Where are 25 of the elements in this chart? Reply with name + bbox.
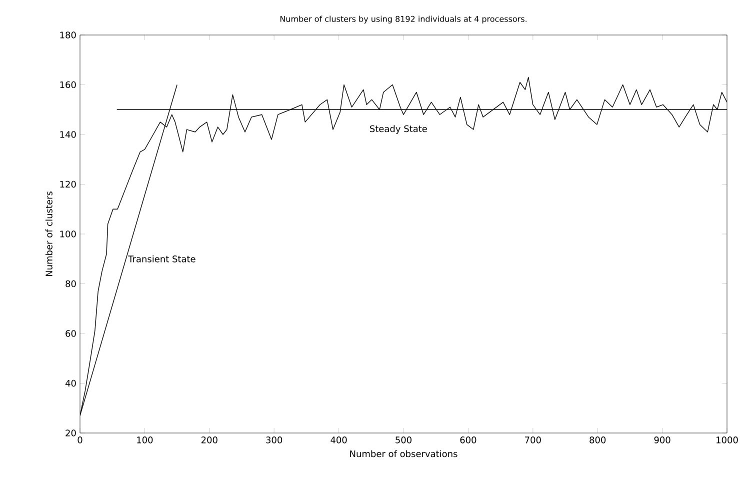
- x-tick-label: 400: [330, 436, 347, 444]
- y-tick-label: 140: [60, 131, 76, 138]
- y-tick-label: 60: [66, 330, 76, 337]
- x-tick-label: 200: [201, 436, 218, 444]
- annotation: Transient State: [128, 255, 196, 262]
- y-axis-title: Number of clusters: [45, 192, 52, 276]
- x-tick-label: 900: [654, 436, 670, 444]
- x-tick-label: 1000: [716, 436, 738, 444]
- x-axis-title: Number of observations: [350, 450, 458, 458]
- x-tick-label: 600: [460, 436, 476, 444]
- y-tick-label: 180: [60, 32, 76, 38]
- x-tick-label: 500: [396, 436, 412, 444]
- x-tick-label: 700: [525, 436, 541, 444]
- x-tick-label: 300: [266, 436, 282, 444]
- x-tick-label: 100: [137, 436, 153, 444]
- x-tick-label: 0: [78, 436, 82, 444]
- chart-title: Number of clusters by using 8192 individuals at 4 processors.: [280, 16, 526, 24]
- y-tick-label: 160: [60, 81, 76, 88]
- annotation: Steady State: [370, 125, 427, 134]
- y-tick-label: 100: [60, 230, 76, 238]
- y-tick-label: 80: [66, 280, 76, 288]
- y-tick-label: 120: [60, 180, 76, 188]
- x-tick-label: 800: [590, 436, 606, 444]
- y-tick-label: 40: [65, 380, 76, 387]
- y-tick-label: 20: [66, 430, 76, 436]
